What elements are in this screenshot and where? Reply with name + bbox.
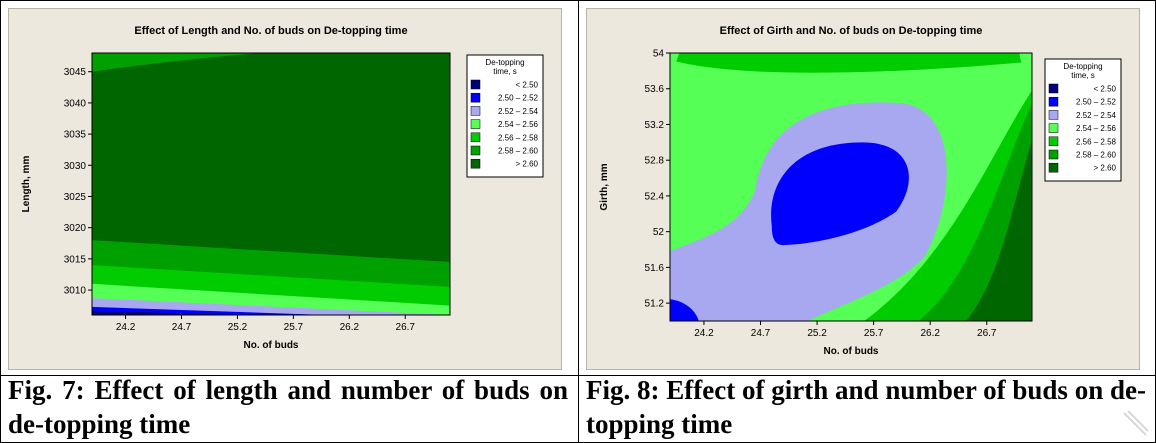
x-tick-label: 26.2 (920, 328, 940, 339)
legend-swatch (1048, 110, 1059, 120)
legend-label: 2.56 – 2.58 (1076, 137, 1117, 146)
legend-label: 2.52 – 2.54 (498, 107, 539, 116)
legend-label: 2.50 – 2.52 (1076, 98, 1117, 107)
legend-label: > 2.60 (1094, 164, 1117, 173)
x-tick-label: 25.2 (807, 328, 827, 339)
y-tick-label: 51.6 (645, 263, 665, 274)
plot-border (669, 52, 1033, 322)
contour-regions (670, 53, 1032, 321)
y-tick-label: 3025 (64, 192, 87, 203)
contour-regions (92, 53, 450, 315)
legend-swatch (470, 119, 481, 129)
y-tick-label: 3040 (64, 98, 87, 109)
x-axis-label: No. of buds (244, 340, 299, 351)
x-axis-label: No. of buds (824, 346, 879, 357)
legend-label: < 2.50 (1094, 85, 1117, 94)
legend-swatch (470, 145, 481, 156)
x-tick-label: 25.7 (284, 322, 304, 333)
legend-label: 2.54 – 2.56 (1076, 124, 1117, 133)
x-tick-label: 26.7 (396, 322, 416, 333)
y-tick-label: 53.6 (645, 84, 665, 95)
y-tick-label: 3030 (64, 161, 87, 172)
y-tick-label: 52.8 (645, 156, 665, 167)
legend-swatch (1048, 123, 1059, 133)
x-tick-label: 26.7 (977, 328, 997, 339)
chart-title: Effect of Girth and No. of buds on De-to… (720, 25, 983, 37)
legend-swatch (470, 79, 481, 90)
legend-title: De-topping (485, 58, 524, 67)
legend-swatch (470, 132, 481, 143)
legend-label: < 2.50 (516, 81, 539, 90)
y-tick-label: 3035 (64, 130, 87, 141)
legend-label: > 2.60 (516, 160, 539, 169)
legend-swatch (1048, 149, 1059, 160)
x-tick-label: 26.2 (340, 322, 360, 333)
x-tick-label: 25.2 (228, 322, 248, 333)
legend-swatch (1048, 83, 1059, 94)
region-corner-tl (670, 53, 680, 71)
legend-label: 2.58 – 2.60 (1076, 151, 1117, 160)
legend-label: 2.52 – 2.54 (1076, 111, 1117, 120)
x-tick-label: 24.7 (172, 322, 192, 333)
x-tick-label: 24.2 (116, 322, 136, 333)
decorative-stroke-icon (1123, 410, 1149, 436)
caption-8-cell (578, 375, 1156, 443)
y-tick-label: 3010 (64, 286, 87, 297)
x-tick-label: 25.7 (864, 328, 884, 339)
legend-label: 2.56 – 2.58 (498, 133, 539, 142)
y-tick-label: 52.4 (645, 191, 665, 202)
legend-swatch (470, 92, 481, 103)
legend-title-unit: time, s (493, 67, 517, 76)
legend-title-unit: time, s (1071, 71, 1095, 80)
region-<-2.50 (92, 310, 238, 315)
y-tick-label: 54 (653, 49, 665, 60)
contour-chart-length: Effect of Length and No. of buds on De-t… (8, 8, 562, 370)
y-tick-label: 52 (653, 227, 665, 238)
legend-label: 2.54 – 2.56 (498, 120, 539, 129)
y-tick-label: 3015 (64, 254, 87, 265)
legend-box (1044, 58, 1122, 182)
y-axis-label: Length, mm (21, 156, 32, 213)
contour-plot-girth-svg: Effect of Girth and No. of buds on De-to… (599, 25, 1122, 357)
legend-swatch (470, 106, 481, 116)
figure-7-caption: Fig. 7: Effect of length and number of b… (8, 375, 568, 439)
x-tick-label: 24.7 (751, 328, 771, 339)
legend-swatch (1048, 162, 1059, 173)
legend-swatch (1048, 96, 1059, 107)
chart-title: Effect of Length and No. of buds on De-t… (134, 25, 407, 37)
y-tick-label: 53.2 (645, 120, 665, 131)
legend-box (466, 54, 544, 178)
region-2.50-2.52-center (771, 142, 909, 246)
y-tick-label: 51.2 (645, 299, 665, 310)
region-corner-tr (1019, 53, 1032, 72)
figure-8-caption: Fig. 8: Effect of girth and number of bu… (586, 375, 1146, 439)
contour-plot-length-svg: Effect of Length and No. of buds on De-t… (21, 25, 544, 351)
region-top-band (92, 53, 260, 72)
contour-chart-girth: Effect of Girth and No. of buds on De-to… (586, 8, 1140, 370)
x-tick-label: 24.2 (694, 328, 714, 339)
y-tick-label: 3045 (64, 67, 87, 78)
legend-label: 2.58 – 2.60 (498, 147, 539, 156)
region-2.50-2.52-corner (670, 299, 699, 321)
legend-title: De-topping (1063, 62, 1102, 71)
legend-swatch (1048, 136, 1059, 147)
y-tick-label: 3020 (64, 223, 87, 234)
plot-border (91, 52, 451, 316)
legend-swatch (470, 158, 481, 169)
legend-label: 2.50 – 2.52 (498, 94, 539, 103)
y-axis-label: Girth, mm (599, 163, 610, 210)
